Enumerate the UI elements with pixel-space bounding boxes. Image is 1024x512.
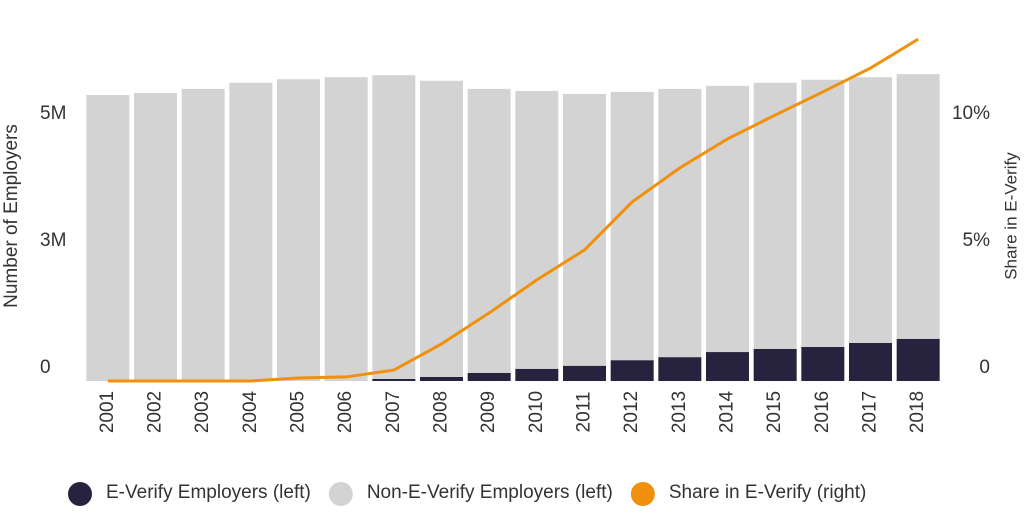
x-tick-label: 2001	[97, 391, 118, 433]
x-tick-label: 2008	[431, 391, 452, 433]
x-tick-label: 2012	[621, 391, 642, 433]
bar	[658, 357, 702, 381]
x-tick-label: 2016	[812, 391, 833, 433]
y-tick-label: 5M	[40, 103, 66, 124]
x-tick-label: 2002	[145, 391, 166, 433]
legend-marker	[630, 482, 655, 506]
legend-label: Non-E-Verify Employers (left)	[367, 482, 613, 503]
bar	[420, 376, 463, 381]
x-tick-label: 2004	[240, 390, 261, 433]
bar	[801, 79, 845, 347]
bar	[420, 80, 463, 377]
y-tick-label: 0	[40, 357, 51, 378]
bar	[896, 74, 940, 339]
y2-tick-label: 5%	[963, 230, 991, 251]
x-tick-label: 2003	[192, 391, 213, 433]
bar	[610, 91, 654, 361]
bar	[753, 348, 797, 381]
legend-label: E-Verify Employers (left)	[106, 482, 311, 503]
x-tick-label: 2014	[717, 390, 738, 433]
bar	[753, 82, 797, 349]
bar	[86, 94, 130, 381]
x-tick-label: 2013	[669, 391, 690, 433]
bar	[849, 77, 892, 343]
bar	[563, 93, 606, 366]
legend-label: Share in E-Verify (right)	[669, 482, 866, 503]
y2-tick-label: 10%	[952, 103, 990, 124]
line	[107, 37, 919, 383]
legend-marker	[328, 482, 353, 506]
bar	[467, 372, 511, 381]
bar	[896, 338, 940, 381]
bar	[849, 342, 892, 381]
x-tick-label: 2007	[383, 391, 404, 433]
y2-tick-label: 0	[979, 357, 990, 378]
bar	[372, 378, 416, 381]
bar	[277, 79, 320, 382]
bar	[229, 82, 273, 381]
y-tick-label: 3M	[40, 230, 66, 251]
bar	[515, 90, 559, 369]
bar	[610, 360, 654, 381]
bar	[801, 346, 845, 381]
bar	[181, 88, 225, 382]
x-tick-label: 2006	[335, 391, 356, 433]
bar	[706, 352, 749, 381]
bar	[134, 92, 177, 382]
bar	[515, 368, 559, 381]
bar	[563, 365, 606, 381]
x-tick-label: 2009	[478, 391, 499, 433]
y2-axis-title: Share in E-Verify	[1001, 152, 1020, 280]
bar	[658, 88, 702, 358]
x-tick-label: 2005	[288, 391, 309, 433]
y-axis-title: Number of Employers	[1, 124, 22, 308]
x-tick-label: 2010	[526, 391, 547, 433]
bar	[372, 75, 416, 379]
bar	[324, 77, 368, 381]
x-tick-label: 2017	[860, 391, 881, 433]
bar	[706, 85, 749, 353]
legend-marker	[68, 482, 92, 506]
x-tick-label: 2018	[907, 391, 928, 433]
x-tick-label: 2015	[764, 391, 785, 433]
bar	[467, 88, 511, 373]
x-tick-label: 2011	[574, 392, 595, 433]
